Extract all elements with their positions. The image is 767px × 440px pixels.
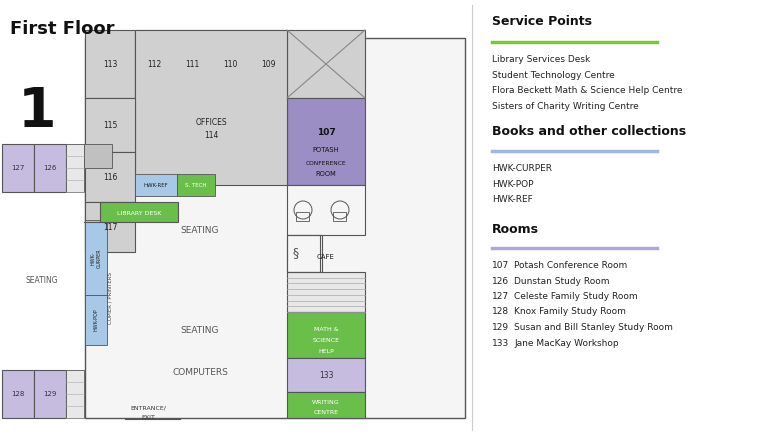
Text: Jane MacKay Workshop: Jane MacKay Workshop: [514, 338, 619, 348]
Text: MATH &: MATH &: [314, 326, 338, 331]
FancyBboxPatch shape: [85, 38, 465, 418]
FancyBboxPatch shape: [287, 235, 322, 272]
FancyBboxPatch shape: [135, 174, 177, 196]
FancyBboxPatch shape: [85, 220, 107, 295]
Text: 113: 113: [103, 59, 117, 69]
Text: 126: 126: [492, 276, 509, 286]
FancyBboxPatch shape: [100, 202, 178, 222]
Text: Rooms: Rooms: [492, 223, 539, 236]
Text: Dunstan Study Room: Dunstan Study Room: [514, 276, 610, 286]
FancyBboxPatch shape: [135, 30, 287, 185]
Text: 111: 111: [185, 59, 199, 69]
Text: SCIENCE: SCIENCE: [312, 337, 340, 342]
Text: SEATING: SEATING: [181, 225, 219, 235]
FancyBboxPatch shape: [173, 30, 211, 98]
Text: First Floor: First Floor: [10, 20, 114, 38]
Text: S. TECH: S. TECH: [186, 183, 207, 187]
FancyBboxPatch shape: [287, 98, 365, 185]
FancyBboxPatch shape: [85, 295, 107, 345]
Text: HWK-POP: HWK-POP: [94, 309, 98, 331]
Text: Knox Family Study Room: Knox Family Study Room: [514, 308, 626, 316]
Text: OFFICES: OFFICES: [195, 117, 227, 127]
Text: Student Technology Centre: Student Technology Centre: [492, 70, 614, 80]
Text: 112: 112: [146, 59, 161, 69]
FancyBboxPatch shape: [85, 152, 135, 202]
Text: SEATING: SEATING: [181, 326, 219, 334]
Text: 129: 129: [492, 323, 509, 332]
FancyBboxPatch shape: [334, 212, 347, 221]
Text: 109: 109: [261, 59, 275, 69]
Text: CAFE: CAFE: [317, 254, 335, 260]
Text: 114: 114: [204, 131, 218, 139]
Text: 1: 1: [18, 85, 57, 139]
FancyBboxPatch shape: [287, 30, 365, 98]
Text: 133: 133: [319, 370, 333, 379]
Text: HWK-REF: HWK-REF: [143, 183, 169, 187]
Text: Books and other collections: Books and other collections: [492, 125, 686, 138]
Text: 128: 128: [12, 391, 25, 397]
Text: 133: 133: [492, 338, 509, 348]
Text: Potash Conference Room: Potash Conference Room: [514, 261, 627, 270]
Text: COMPUTERS: COMPUTERS: [172, 367, 228, 377]
Text: 127: 127: [12, 165, 25, 171]
Text: 128: 128: [492, 308, 509, 316]
FancyBboxPatch shape: [34, 144, 66, 192]
FancyBboxPatch shape: [2, 144, 34, 192]
Text: ENTRANCE/: ENTRANCE/: [130, 406, 166, 411]
Text: COPIER / PRINTERS: COPIER / PRINTERS: [107, 272, 113, 324]
Text: Service Points: Service Points: [492, 15, 592, 28]
Text: Celeste Family Study Room: Celeste Family Study Room: [514, 292, 637, 301]
FancyBboxPatch shape: [85, 202, 135, 252]
FancyBboxPatch shape: [66, 144, 84, 192]
FancyBboxPatch shape: [287, 392, 365, 418]
Text: POTASH: POTASH: [313, 147, 339, 153]
FancyBboxPatch shape: [85, 98, 135, 152]
FancyBboxPatch shape: [287, 358, 365, 392]
FancyBboxPatch shape: [2, 370, 34, 418]
Text: CONFERENCE: CONFERENCE: [306, 161, 347, 165]
FancyBboxPatch shape: [249, 30, 287, 98]
Text: 116: 116: [103, 172, 117, 181]
Text: SEATING: SEATING: [25, 275, 58, 285]
Text: LIBRARY DESK: LIBRARY DESK: [117, 210, 161, 216]
FancyBboxPatch shape: [85, 30, 135, 98]
Text: Susan and Bill Stanley Study Room: Susan and Bill Stanley Study Room: [514, 323, 673, 332]
FancyBboxPatch shape: [66, 370, 84, 418]
FancyBboxPatch shape: [84, 144, 112, 168]
Text: HWK-
CURPER: HWK- CURPER: [91, 248, 101, 268]
FancyBboxPatch shape: [297, 212, 310, 221]
FancyBboxPatch shape: [287, 185, 365, 235]
Text: 127: 127: [492, 292, 509, 301]
Text: Library Services Desk: Library Services Desk: [492, 55, 591, 64]
Text: Sisters of Charity Writing Centre: Sisters of Charity Writing Centre: [492, 102, 639, 110]
FancyBboxPatch shape: [287, 312, 365, 358]
FancyBboxPatch shape: [287, 272, 365, 312]
Text: EXIT: EXIT: [141, 414, 155, 419]
Text: 117: 117: [103, 223, 117, 231]
Text: HWK-POP: HWK-POP: [492, 180, 534, 188]
Text: 126: 126: [43, 165, 57, 171]
FancyBboxPatch shape: [211, 30, 249, 98]
FancyBboxPatch shape: [135, 30, 173, 98]
Text: HWK-CURPER: HWK-CURPER: [492, 164, 552, 173]
Text: HWK-REF: HWK-REF: [492, 195, 533, 204]
FancyBboxPatch shape: [34, 370, 66, 418]
Text: HELP: HELP: [318, 348, 334, 353]
Text: 110: 110: [222, 59, 237, 69]
Text: 115: 115: [103, 121, 117, 129]
Text: WRITING: WRITING: [312, 400, 340, 404]
Text: CENTRE: CENTRE: [314, 410, 338, 414]
FancyBboxPatch shape: [177, 174, 215, 196]
Text: ROOM: ROOM: [316, 171, 337, 177]
Text: 107: 107: [317, 128, 335, 136]
Text: 107: 107: [492, 261, 509, 270]
Text: Flora Beckett Math & Science Help Centre: Flora Beckett Math & Science Help Centre: [492, 86, 683, 95]
Text: §: §: [292, 246, 298, 260]
Text: 129: 129: [43, 391, 57, 397]
